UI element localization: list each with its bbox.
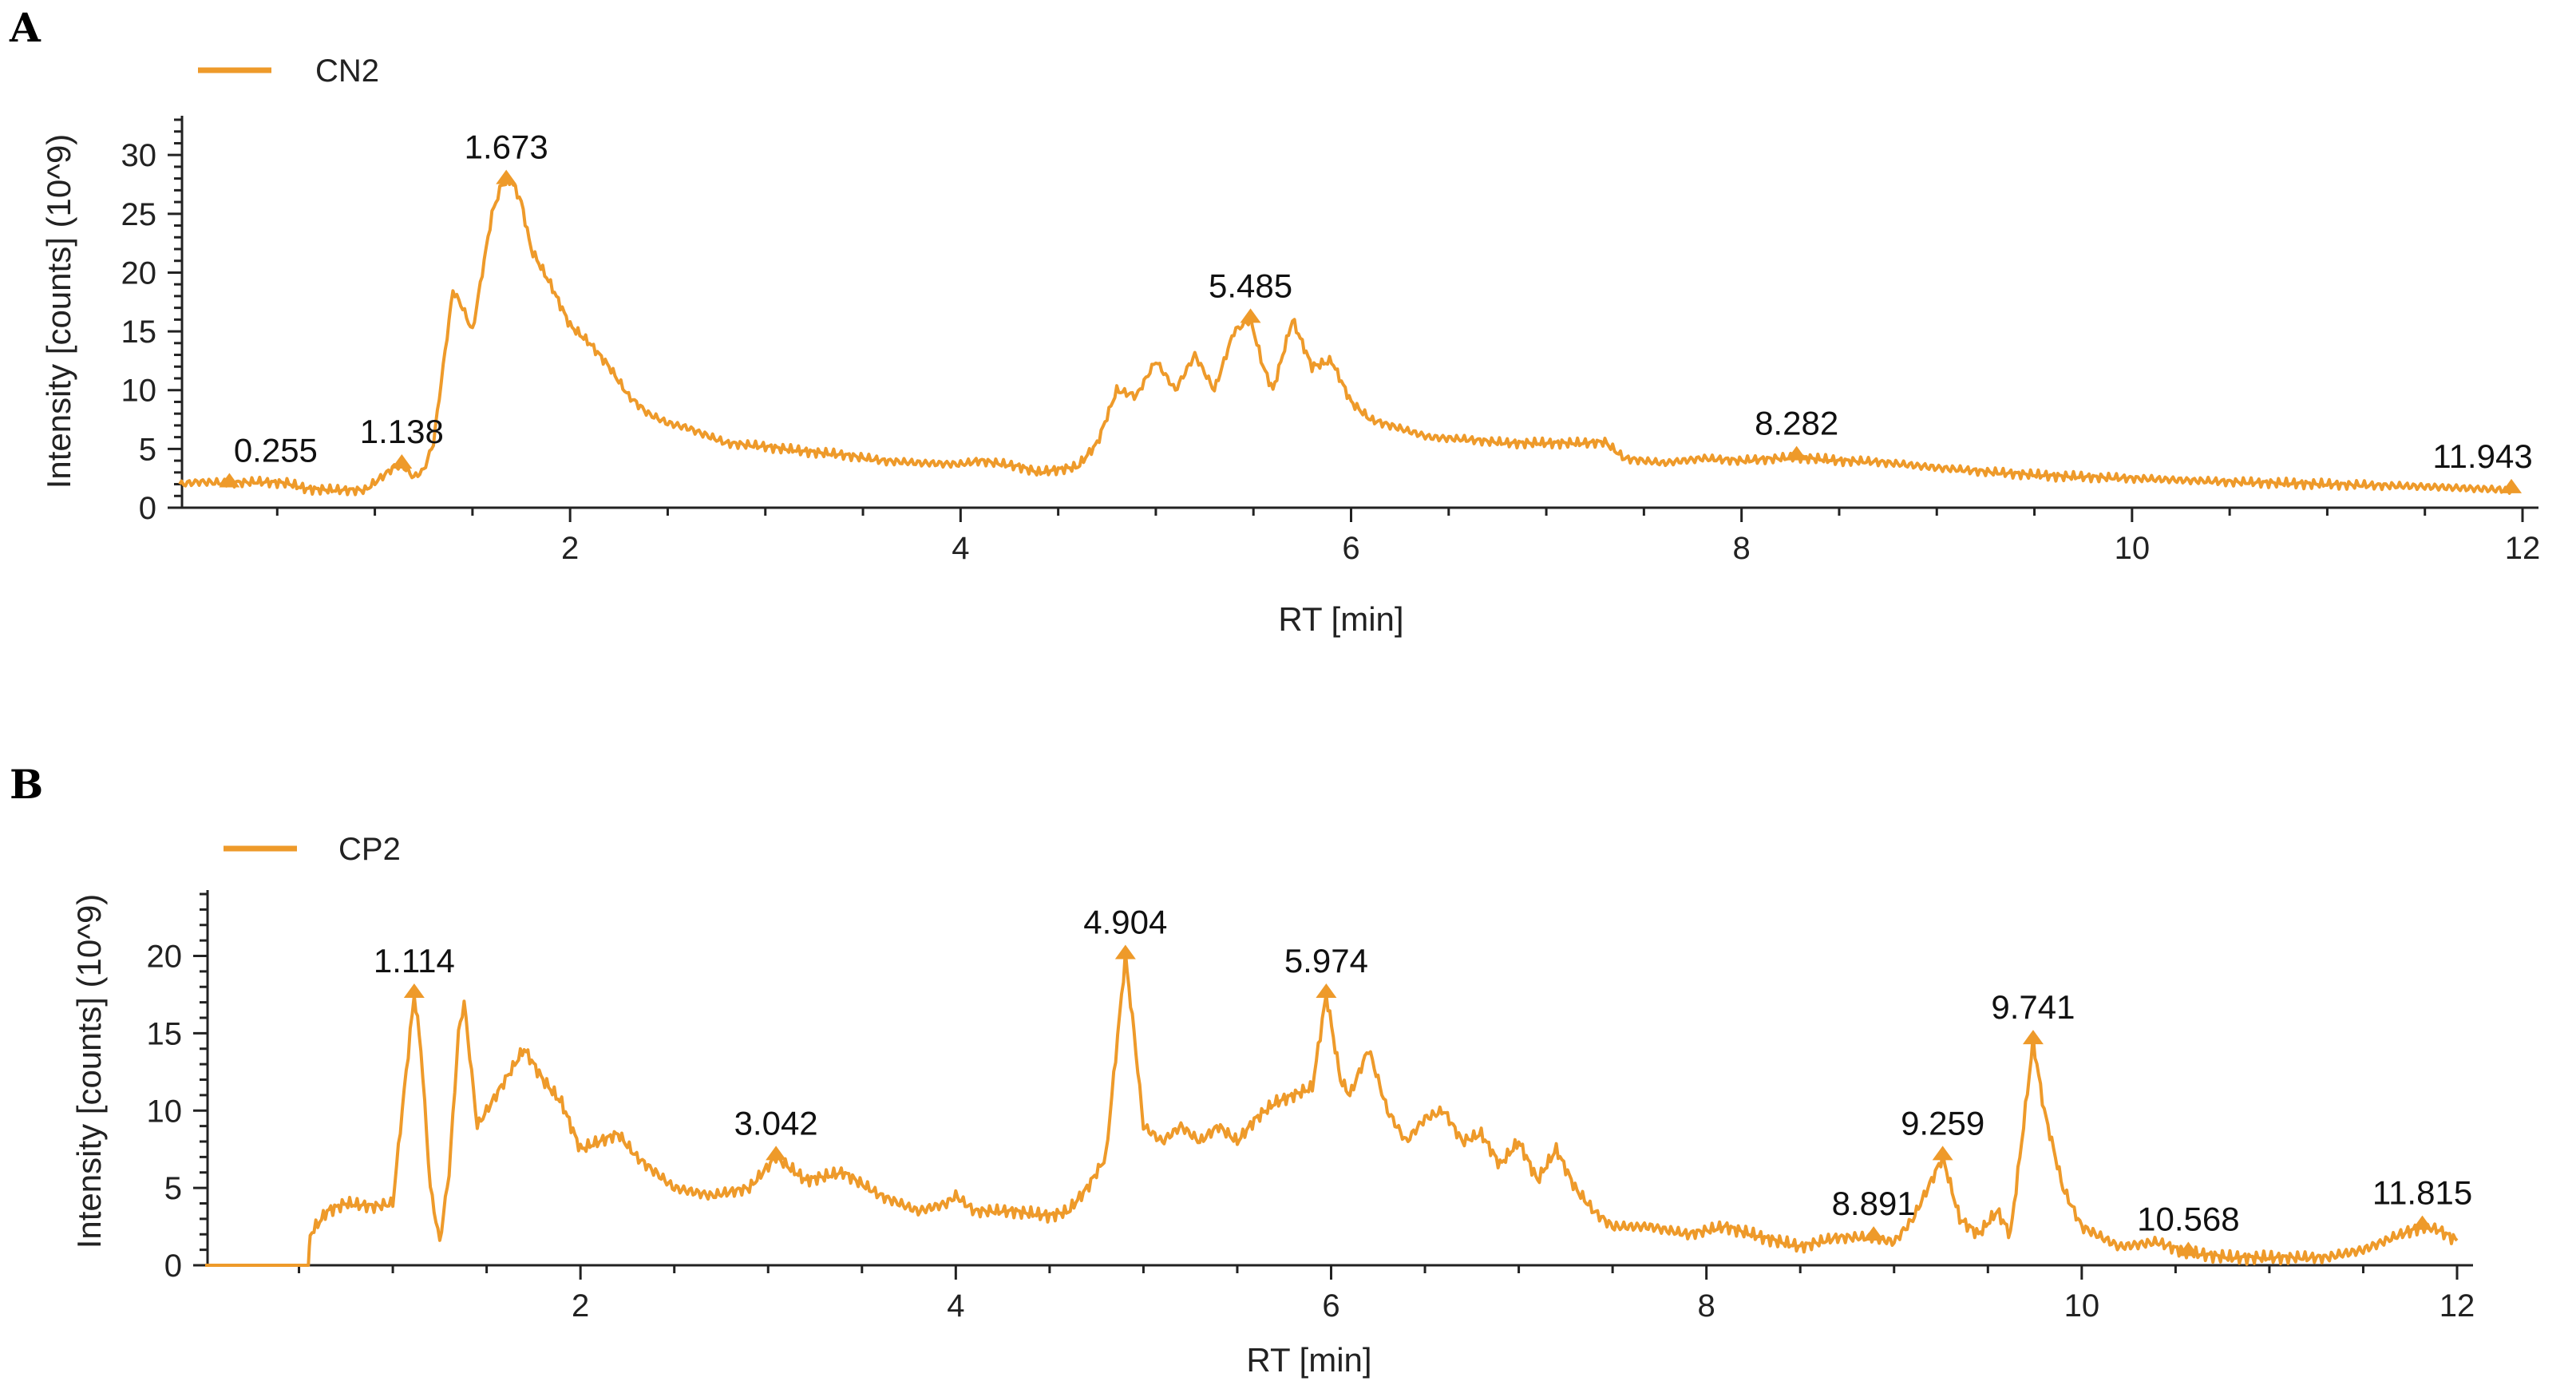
series-line-CP2 xyxy=(205,949,2459,1267)
peak-label: 10.568 xyxy=(2137,1201,2239,1238)
x-axis-title-b: RT [min] xyxy=(1246,1341,1371,1379)
x-tick-label: 8 xyxy=(1733,531,1751,566)
peak-label: 0.255 xyxy=(234,432,318,469)
peak-marker xyxy=(2178,1241,2199,1256)
peak-label: 5.974 xyxy=(1284,942,1368,979)
peak-label: 8.891 xyxy=(1832,1185,1916,1222)
legend-label-b: CP2 xyxy=(338,832,401,867)
peak-marker xyxy=(496,169,517,184)
series-line-CN2 xyxy=(178,176,2513,497)
peak-label: 3.042 xyxy=(734,1104,818,1142)
peak-marker xyxy=(1114,944,1136,960)
x-axis-title-a: RT [min] xyxy=(1278,600,1403,638)
x-tick-label: 6 xyxy=(1342,531,1359,566)
peak-marker xyxy=(1863,1226,1885,1241)
peak-label: 1.138 xyxy=(360,413,444,450)
y-tick-label: 15 xyxy=(147,1016,183,1051)
peak-marker xyxy=(1316,983,1337,998)
panel-letter-b: B xyxy=(10,761,43,808)
y-tick-label: 10 xyxy=(121,374,157,409)
peak-marker xyxy=(219,473,240,488)
peak-label: 5.485 xyxy=(1209,267,1292,304)
peak-label: 1.673 xyxy=(465,129,548,166)
panel-b: B CP2 2 4 6 8 10 12 0 5 10 15 20 1.114 3.042 4.904 5.9… xyxy=(10,761,2475,1379)
x-tick-label: 2 xyxy=(572,1288,589,1324)
peak-label: 4.904 xyxy=(1083,904,1167,941)
peak-marker xyxy=(1786,445,1807,461)
peak-label: 11.815 xyxy=(2372,1174,2472,1212)
peak-marker xyxy=(1932,1146,1953,1161)
peak-marker xyxy=(403,983,425,998)
peak-label: 9.741 xyxy=(1991,988,2075,1026)
x-tick-label: 12 xyxy=(2439,1288,2475,1324)
panel-letter-a: A xyxy=(9,4,42,51)
x-tick-label: 6 xyxy=(1322,1288,1339,1324)
x-tick-label: 10 xyxy=(2115,531,2151,566)
peak-marker xyxy=(391,453,413,469)
peak-marker xyxy=(766,1146,787,1161)
peak-label: 11.943 xyxy=(2432,437,2532,475)
y-tick-label: 20 xyxy=(147,940,183,975)
y-tick-label: 15 xyxy=(121,315,157,350)
peak-label: 8.282 xyxy=(1755,405,1838,442)
plot-area-b: 2 4 6 8 10 12 0 5 10 15 20 1.114 3.042 4.904 5.974 8.89… xyxy=(147,890,2475,1324)
peak-marker xyxy=(2022,1030,2044,1045)
y-tick-label: 25 xyxy=(121,197,157,232)
x-tick-label: 10 xyxy=(2064,1288,2100,1324)
y-tick-label: 5 xyxy=(139,432,156,467)
x-tick-label: 8 xyxy=(1698,1288,1715,1324)
peak-marker xyxy=(2412,1215,2433,1230)
x-tick-label: 12 xyxy=(2505,531,2541,566)
peak-label: 9.259 xyxy=(1901,1104,1984,1142)
y-tick-label: 0 xyxy=(164,1248,182,1284)
panel-a: A CN2 2 4 6 8 10 12 0 5 10 15 20 25 30 0.255 1.138 1.67… xyxy=(9,4,2540,638)
plot-area-a: 2 4 6 8 10 12 0 5 10 15 20 25 30 0.255 1.138 1.673 5.485… xyxy=(121,116,2541,566)
x-tick-label: 4 xyxy=(952,531,969,566)
x-tick-label: 4 xyxy=(947,1288,964,1324)
y-axis-title-b: Intensity [counts] (10^9) xyxy=(70,894,108,1249)
peak-marker xyxy=(1240,308,1261,323)
y-tick-label: 30 xyxy=(121,138,157,173)
y-tick-label: 10 xyxy=(147,1094,183,1129)
y-axis-title-a: Intensity [counts] (10^9) xyxy=(40,134,77,489)
peak-label: 1.114 xyxy=(374,942,455,979)
x-tick-label: 2 xyxy=(561,531,579,566)
peak-marker xyxy=(2501,478,2523,493)
legend-label-a: CN2 xyxy=(315,53,379,89)
y-tick-label: 20 xyxy=(121,255,157,291)
y-tick-label: 5 xyxy=(164,1171,182,1206)
y-tick-label: 0 xyxy=(139,491,156,526)
